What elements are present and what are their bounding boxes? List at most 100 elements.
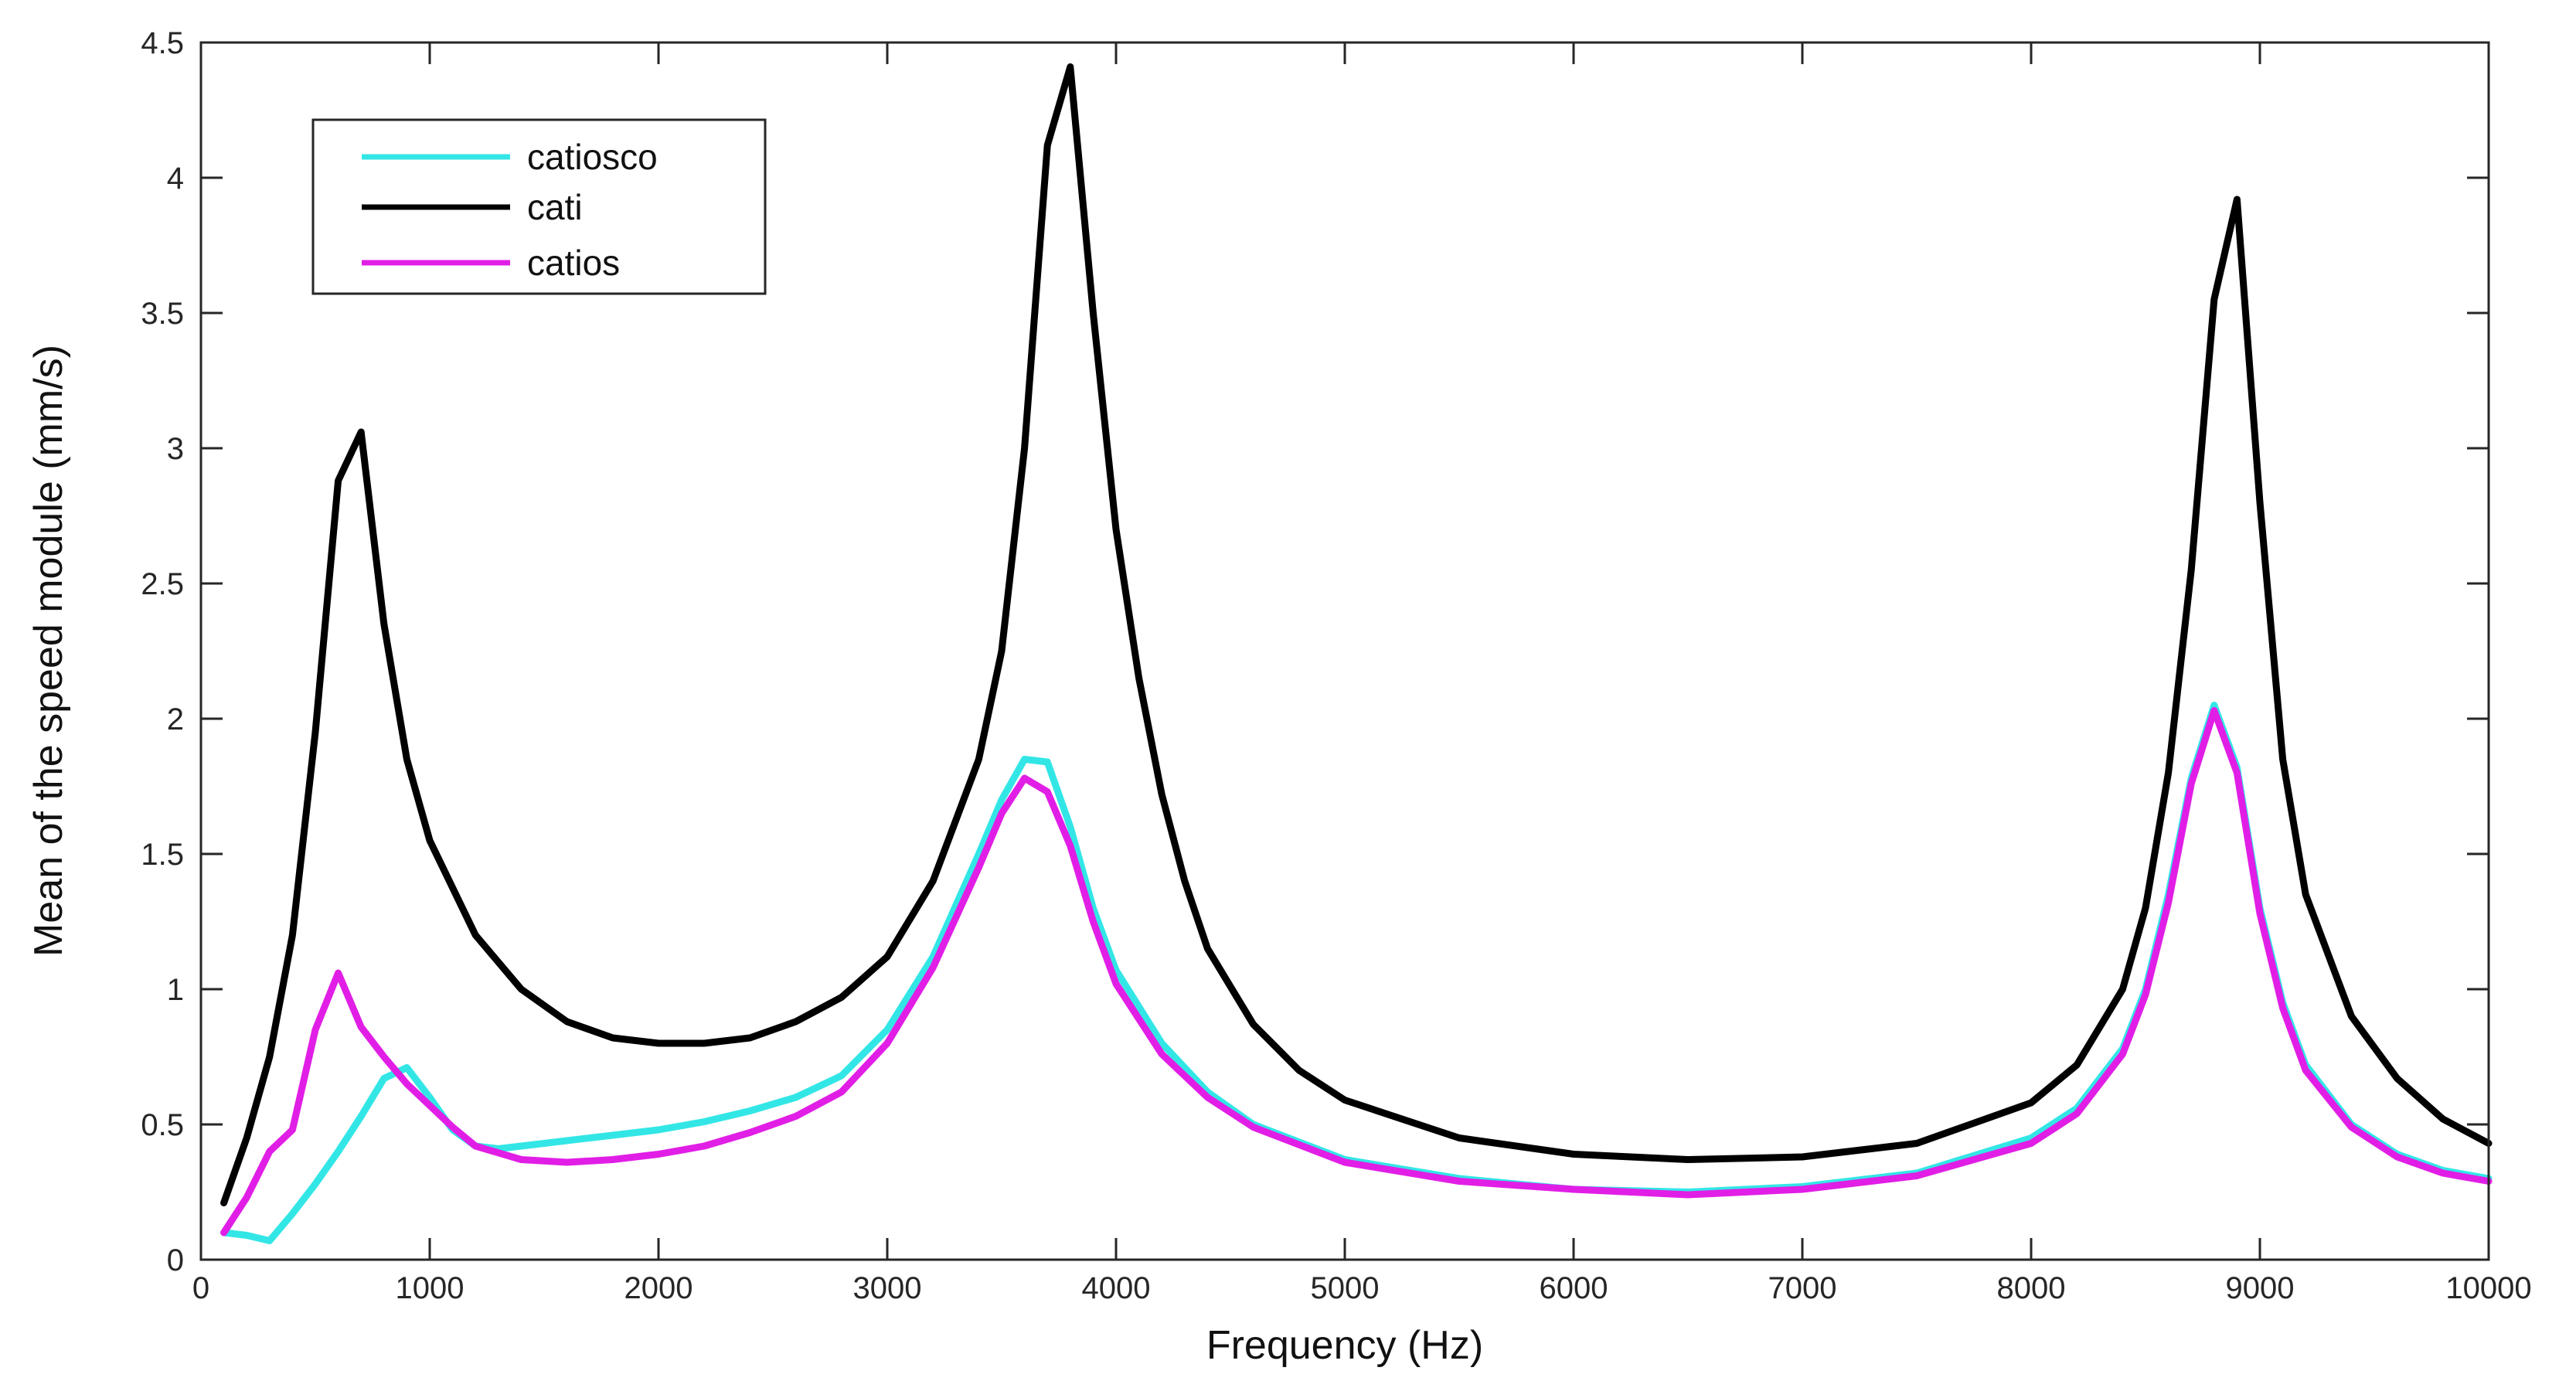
data-point-catios (1917, 1175, 1918, 1176)
data-point-catiosco (269, 1240, 270, 1241)
data-point-catios (1116, 984, 1117, 985)
y-tick-label: 3 (167, 432, 184, 466)
data-point-cati (1116, 529, 1117, 530)
x-tick-label: 9000 (2226, 1271, 2295, 1305)
data-point-catios (2282, 1008, 2283, 1009)
data-point-catios (521, 1159, 522, 1160)
data-point-catios (795, 1116, 796, 1117)
data-point-catios (2351, 1127, 2352, 1128)
tick-labels: 0 1000 2000 3000 4000 5000 6000 7000 8000 9000 100… (141, 26, 2531, 1305)
y-tick-label: 3.5 (141, 297, 184, 331)
series-line-cati (220, 63, 2493, 1206)
data-point-catios (2442, 1173, 2443, 1174)
data-point-catiosco (544, 1143, 545, 1144)
series-line-catios (220, 707, 2493, 1236)
legend-label-catios: catios (527, 243, 620, 283)
data-point-catios (1459, 1181, 1460, 1182)
data-point-cati (269, 1056, 270, 1057)
x-tick-label: 10000 (2445, 1271, 2531, 1305)
data-point-cati (2031, 1103, 2032, 1104)
legend: catiosco cati catios (311, 118, 767, 295)
data-point-catiosco (1024, 759, 1025, 760)
data-point-catiosco (292, 1213, 293, 1214)
x-tick-label: 2000 (624, 1271, 693, 1305)
data-point-cati (521, 989, 522, 990)
y-tick-label: 1.5 (141, 838, 184, 872)
data-point-catios (704, 1146, 705, 1147)
data-point-catios (361, 1027, 362, 1028)
data-point-catiosco (498, 1148, 499, 1149)
data-point-catiosco (704, 1121, 705, 1122)
data-point-cati (1298, 1070, 1299, 1071)
data-point-catios (383, 1056, 384, 1057)
legend-label-catiosco: catiosco (527, 137, 658, 177)
data-point-cati (704, 1043, 705, 1044)
data-point-cati (841, 997, 842, 998)
data-point-catios (292, 1130, 293, 1131)
data-point-catios (887, 1043, 888, 1044)
data-point-catios (2122, 1054, 2123, 1055)
data-point-cati (1138, 678, 1139, 679)
data-point-cati (475, 935, 476, 936)
data-point-cati (2168, 773, 2169, 774)
data-point-cati (978, 759, 979, 760)
data-point-catios (338, 973, 339, 974)
data-point-cati (612, 1038, 613, 1039)
data-point-cati (658, 1043, 659, 1044)
data-point-catios (2260, 913, 2261, 914)
data-point-cati (2122, 989, 2123, 990)
data-point-cati (1047, 145, 1048, 146)
data-point-catios (269, 1151, 270, 1152)
data-point-catios (1253, 1127, 1254, 1128)
data-point-catios (978, 867, 979, 868)
x-tick-label: 6000 (1540, 1271, 1608, 1305)
data-point-catios (2305, 1070, 2306, 1071)
data-point-catios (1207, 1097, 1208, 1098)
data-point-cati (361, 432, 362, 433)
data-point-cati (2282, 759, 2283, 760)
legend-label-cati: cati (527, 187, 583, 227)
data-point-catios (1024, 778, 1025, 779)
data-point-catiosco (795, 1097, 796, 1098)
data-point-catios (612, 1159, 613, 1160)
data-point-catiosco (1116, 970, 1117, 971)
y-tick-label: 0 (167, 1243, 184, 1277)
data-point-catios (1093, 921, 1094, 922)
data-point-catios (452, 1127, 453, 1128)
data-point-catiosco (1047, 762, 1048, 763)
data-point-catiosco (1093, 908, 1094, 909)
data-point-catios (2031, 1143, 2032, 1144)
y-tick-label: 4.5 (141, 26, 184, 60)
data-point-catios (1688, 1195, 1689, 1196)
data-point-catios (658, 1154, 659, 1155)
x-tick-label: 3000 (853, 1271, 922, 1305)
data-point-catiosco (361, 1116, 362, 1117)
data-point-cati (1207, 948, 1208, 949)
data-point-catiosco (338, 1151, 339, 1152)
data-point-catios (475, 1146, 476, 1147)
data-point-cati (887, 957, 888, 958)
data-point-cati (933, 881, 934, 882)
data-point-cati (1184, 881, 1185, 882)
x-tick-label: 1000 (396, 1271, 464, 1305)
data-point-catios (1802, 1189, 1803, 1190)
x-tick-label: 5000 (1311, 1271, 1380, 1305)
x-tick-label: 7000 (1768, 1271, 1837, 1305)
data-point-cati (315, 732, 316, 733)
data-point-catiosco (315, 1184, 316, 1185)
data-point-cati (292, 935, 293, 936)
data-point-catiosco (978, 854, 979, 855)
tick-marks (199, 41, 2490, 1261)
x-tick-label: 0 (192, 1271, 209, 1305)
y-axis-title: Mean of the speed module (mm/s) (26, 345, 71, 957)
y-tick-label: 4 (167, 162, 184, 196)
data-point-cati (1688, 1159, 1689, 1160)
y-tick-label: 2 (167, 702, 184, 736)
data-point-cati (1802, 1157, 1803, 1158)
x-tick-label: 4000 (1082, 1271, 1151, 1305)
data-point-catiosco (658, 1130, 659, 1131)
data-point-cati (223, 1202, 224, 1203)
data-point-cati (2305, 894, 2306, 895)
x-tick-label: 8000 (1997, 1271, 2066, 1305)
data-point-cati (1093, 313, 1094, 314)
